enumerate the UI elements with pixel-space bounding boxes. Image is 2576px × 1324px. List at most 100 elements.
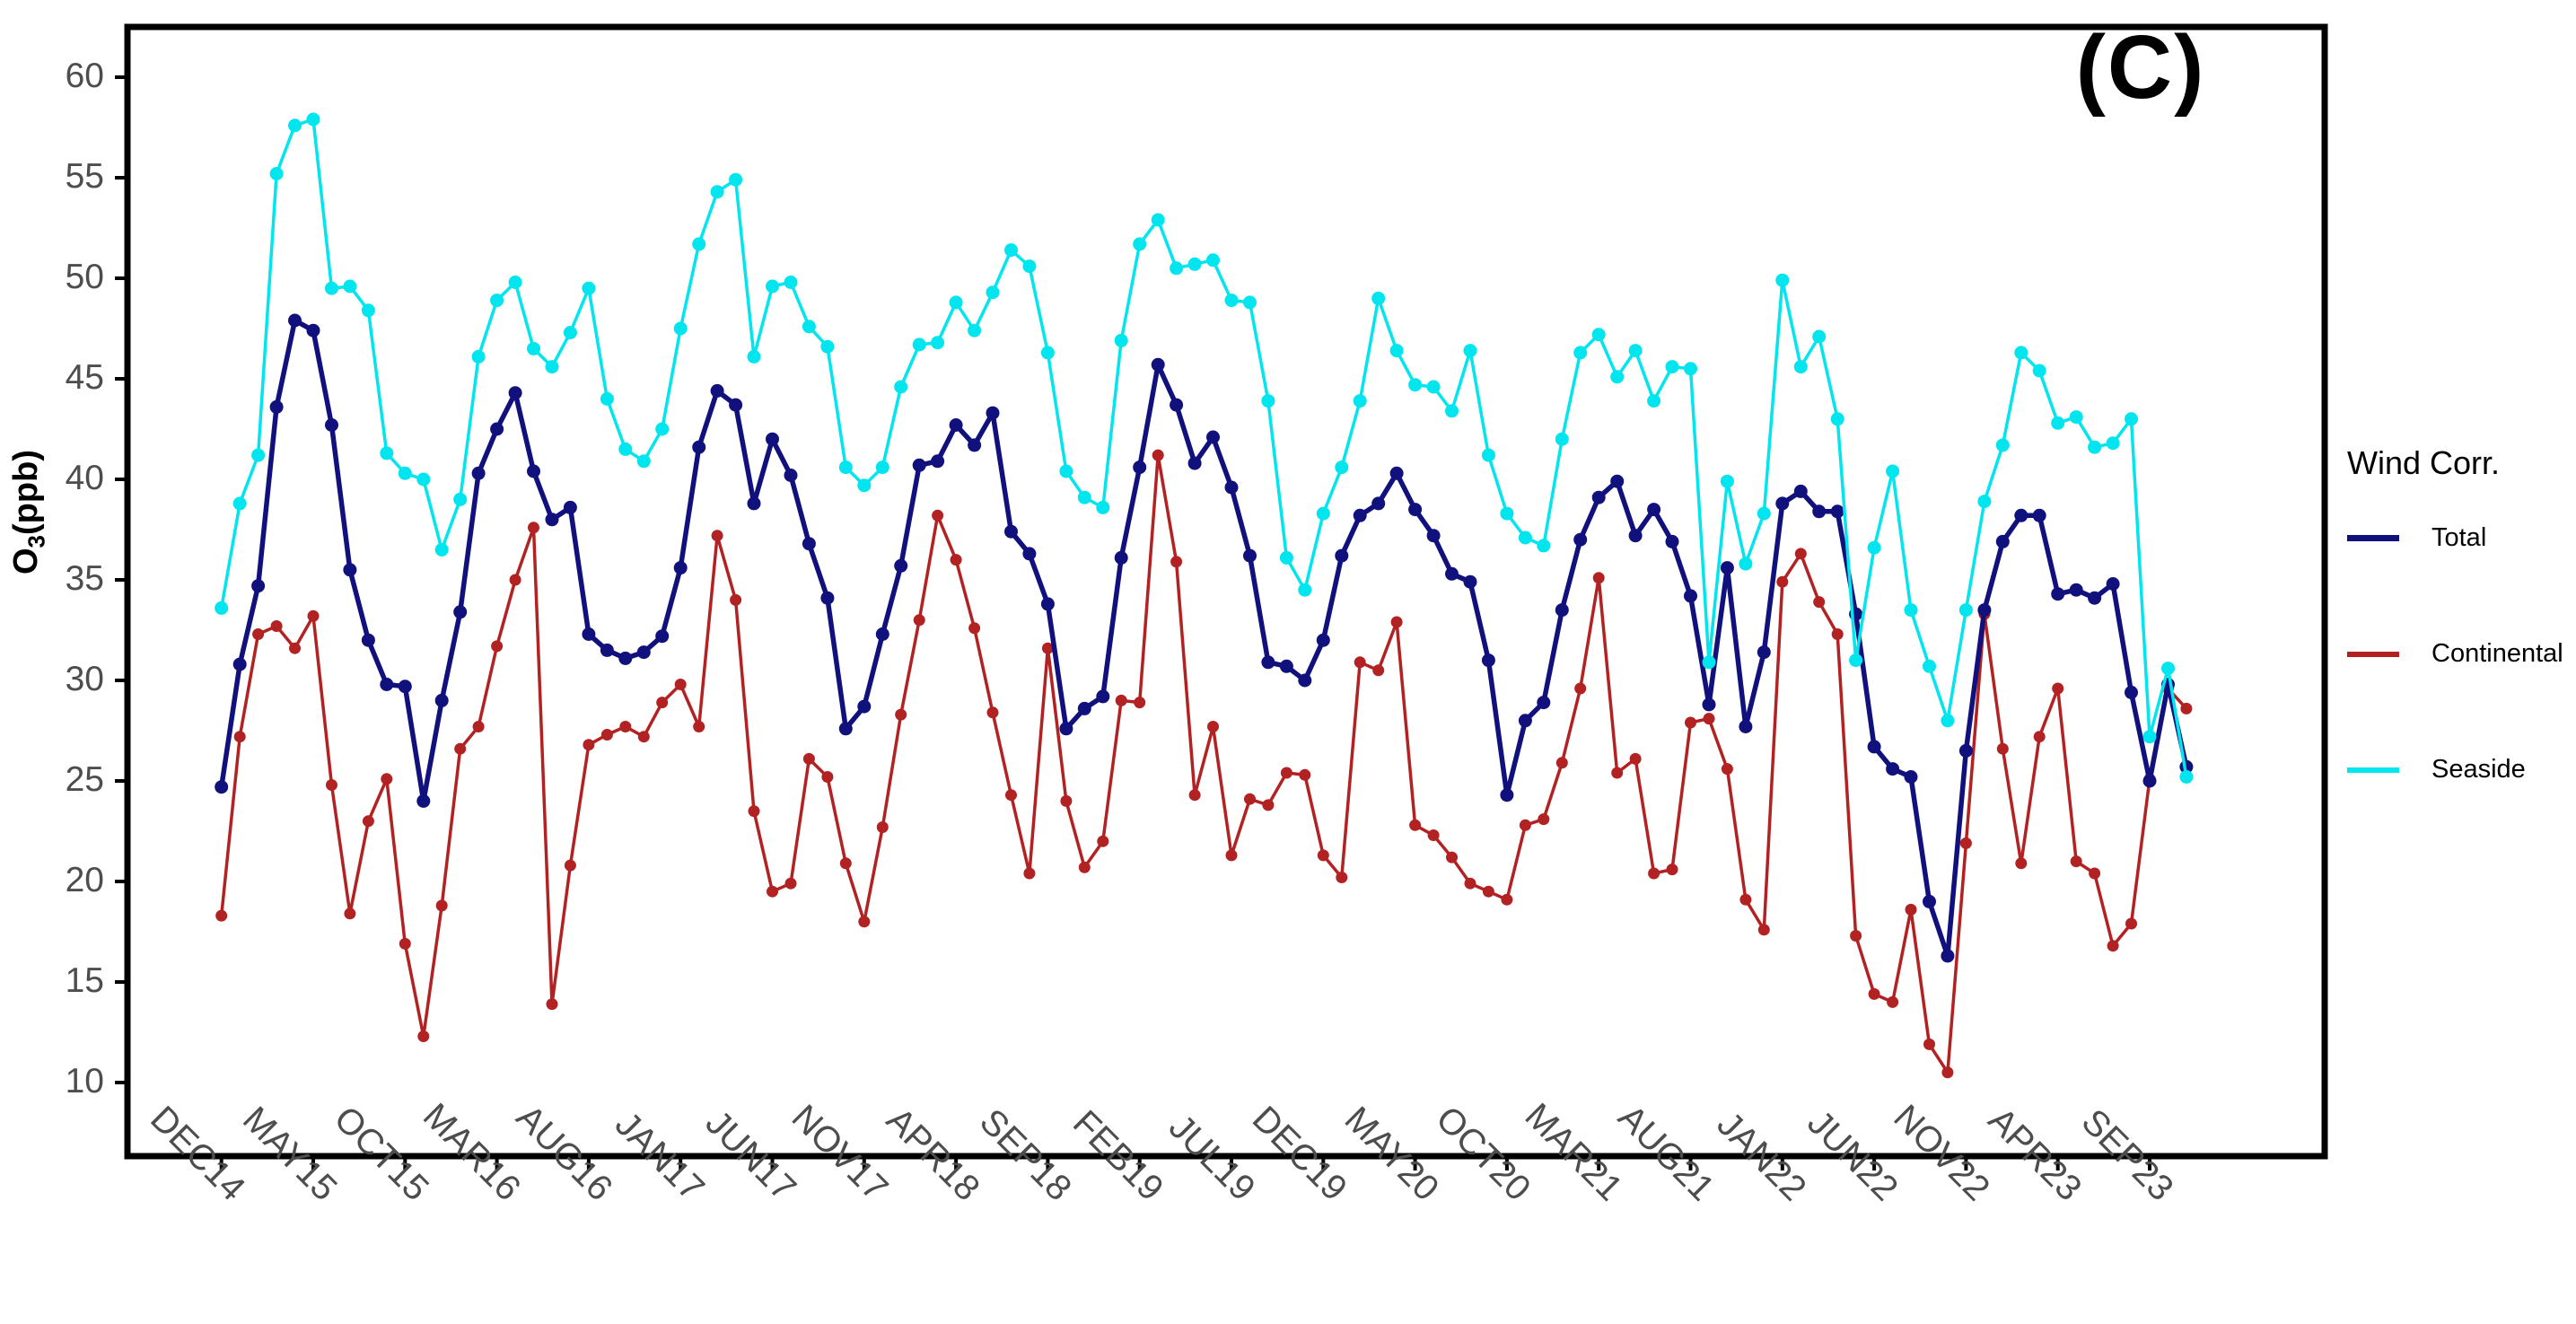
data-point-total — [1739, 720, 1753, 733]
data-point-seaside — [545, 360, 559, 374]
data-point-seaside — [710, 185, 724, 199]
data-point-continental — [784, 877, 797, 890]
data-point-continental — [1244, 793, 1256, 805]
data-point-continental — [435, 899, 448, 912]
data-point-total — [527, 464, 540, 478]
data-point-continental — [656, 697, 669, 709]
data-point-continental — [1115, 694, 1127, 706]
data-point-total — [1261, 655, 1275, 670]
data-point-seaside — [1133, 237, 1147, 251]
data-point-seaside — [1096, 500, 1110, 514]
data-point-seaside — [490, 294, 504, 308]
data-point-total — [1426, 529, 1441, 543]
data-point-seaside — [1793, 360, 1808, 374]
data-point-total — [1463, 574, 1477, 589]
y-tick-label: 35 — [66, 559, 104, 598]
data-point-total — [471, 466, 486, 480]
data-point-seaside — [288, 118, 302, 133]
data-point-continental — [748, 805, 760, 818]
data-point-seaside — [1371, 291, 1386, 305]
data-point-continental — [1813, 596, 1826, 609]
data-point-seaside — [471, 349, 486, 364]
data-point-continental — [1134, 697, 1146, 709]
legend-label-continental: Continental — [2431, 639, 2563, 668]
y-tick-label: 20 — [66, 861, 104, 899]
data-point-seaside — [1481, 448, 1495, 462]
data-point-continental — [1923, 1038, 1935, 1050]
data-point-total — [729, 398, 743, 412]
data-point-seaside — [563, 326, 577, 339]
data-point-total — [968, 438, 982, 452]
data-point-total — [1481, 653, 1495, 668]
data-point-seaside — [729, 172, 743, 187]
data-point-continental — [821, 771, 834, 783]
data-point-continental — [600, 729, 613, 741]
data-point-total — [766, 432, 779, 446]
data-point-total — [1114, 550, 1128, 565]
data-point-total — [618, 651, 633, 665]
data-point-seaside — [1187, 257, 1202, 271]
data-point-continental — [1060, 794, 1073, 807]
data-point-seaside — [875, 460, 889, 475]
data-point-total — [1004, 524, 1018, 539]
panel-label: (C) — [2075, 17, 2206, 118]
data-point-continental — [767, 885, 778, 898]
data-point-total — [1040, 597, 1055, 611]
data-point-total — [545, 513, 559, 527]
data-point-continental — [564, 859, 576, 872]
seaside-line-swatch — [2347, 767, 2399, 773]
data-point-continental — [1317, 849, 1329, 862]
data-point-total — [875, 627, 889, 641]
data-point-seaside — [1923, 659, 1936, 673]
data-point-seaside — [343, 279, 357, 294]
data-point-seaside — [1886, 464, 1900, 478]
data-point-continental — [1538, 813, 1550, 826]
data-point-continental — [1592, 572, 1605, 584]
data-point-seaside — [1739, 557, 1753, 571]
data-point-total — [1923, 894, 1936, 908]
data-point-continental — [1097, 835, 1109, 847]
data-point-total — [1298, 673, 1312, 688]
data-point-total — [1941, 949, 1955, 963]
data-point-total — [2032, 508, 2046, 522]
data-point-total — [655, 629, 670, 644]
data-point-seaside — [453, 492, 468, 506]
data-point-total — [1665, 534, 1679, 548]
data-point-total — [434, 693, 449, 707]
y-tick-label: 40 — [66, 459, 104, 497]
data-point-total — [1371, 496, 1386, 511]
data-point-seaside — [1389, 344, 1404, 358]
data-point-seaside — [1059, 464, 1073, 478]
data-point-total — [490, 422, 504, 436]
data-point-continental — [1555, 757, 1568, 769]
data-point-continental — [1336, 872, 1348, 883]
data-point-continental — [858, 916, 871, 928]
data-point-total — [1684, 589, 1697, 603]
data-point-total — [416, 794, 431, 808]
data-point-seaside — [232, 496, 247, 511]
data-point-total — [1647, 503, 1661, 517]
data-point-seaside — [251, 448, 266, 462]
data-point-seaside — [618, 442, 633, 456]
data-point-total — [1958, 743, 1973, 758]
data-point-seaside — [894, 380, 908, 394]
data-point-continental — [1170, 556, 1183, 568]
data-point-continental — [876, 821, 889, 833]
data-point-total — [600, 643, 614, 657]
data-point-continental — [1887, 995, 1899, 1008]
data-point-seaside — [2142, 730, 2157, 744]
data-point-total — [894, 558, 908, 573]
data-point-total — [1353, 508, 1367, 522]
data-point-continental — [986, 706, 999, 719]
data-point-total — [1573, 532, 1588, 547]
data-point-seaside — [1206, 253, 1220, 267]
data-point-seaside — [802, 320, 816, 334]
data-point-continental — [1464, 877, 1476, 890]
data-point-continental — [1574, 682, 1587, 695]
data-point-continental — [1648, 867, 1660, 880]
data-point-seaside — [1170, 261, 1184, 276]
data-point-seaside — [747, 349, 761, 364]
data-point-total — [802, 537, 816, 551]
data-point-total — [232, 657, 247, 671]
data-point-continental — [1152, 449, 1164, 461]
